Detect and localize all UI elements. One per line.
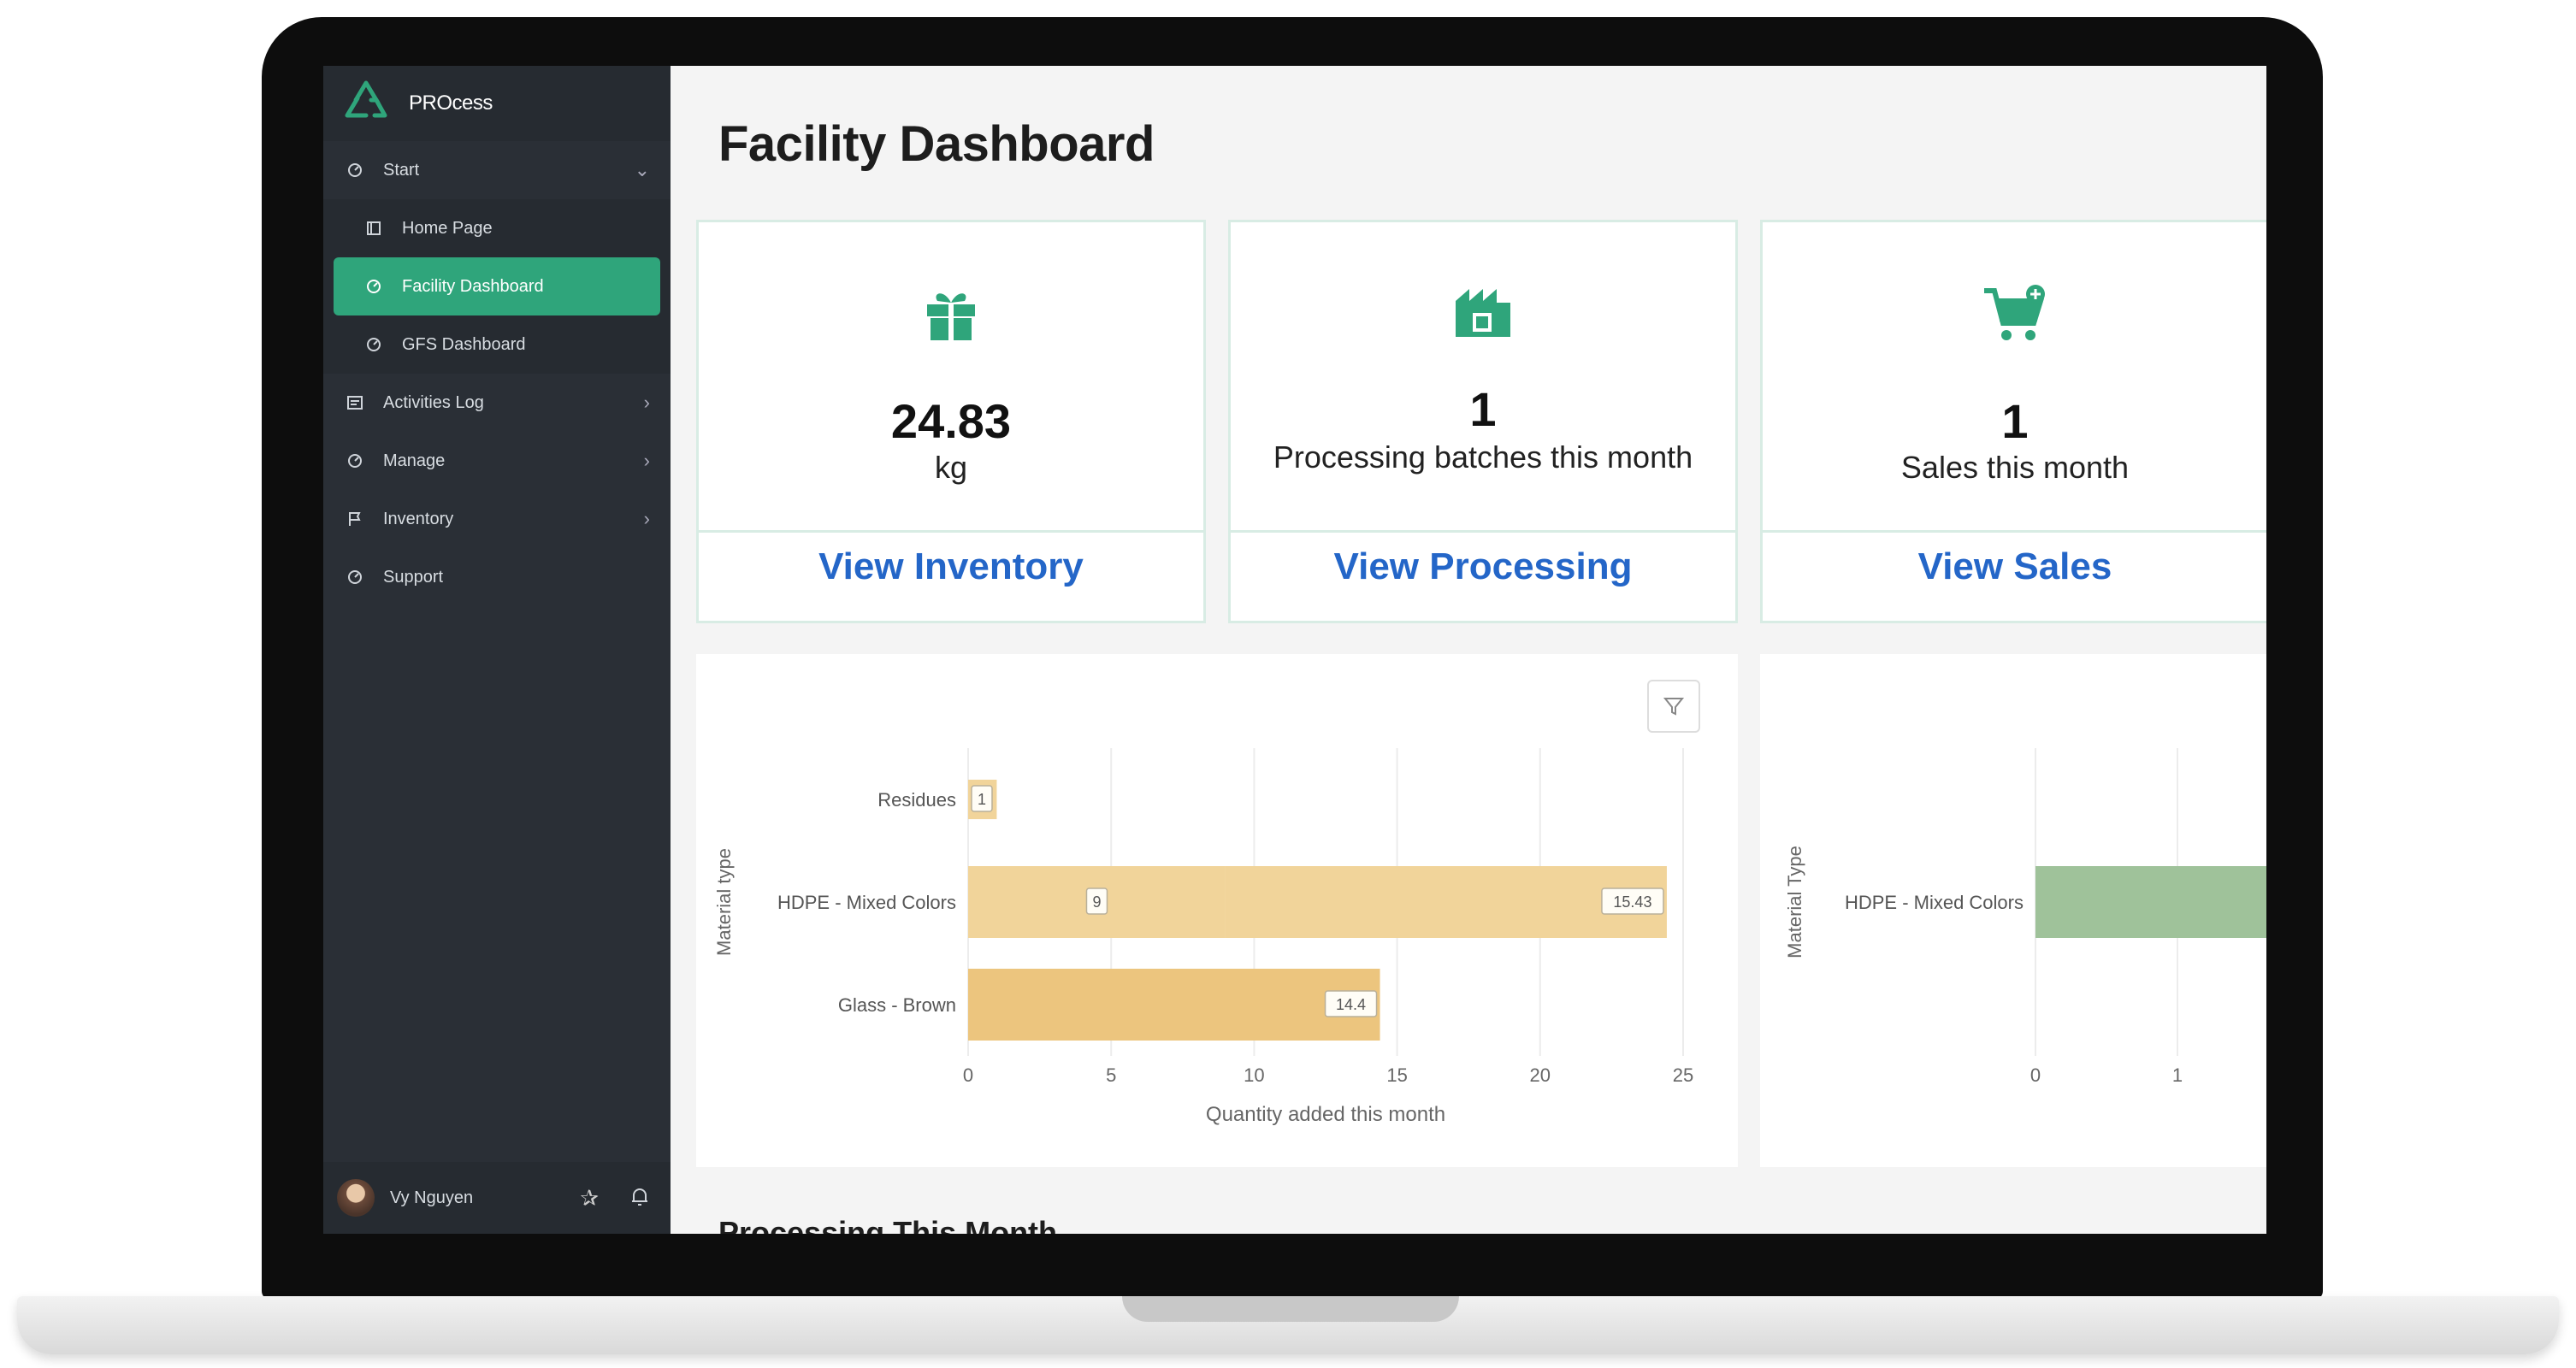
user-name[interactable]: Vy Nguyen <box>390 1188 474 1207</box>
y-tick-label: HDPE - Mixed Colors <box>777 892 956 913</box>
y-axis-label: Material Type <box>1784 846 1805 958</box>
flag-icon <box>346 510 364 528</box>
processing-subtitle: Processing batches this month <box>1273 439 1693 475</box>
card-divider <box>1763 530 2266 533</box>
page-title: Facility Dashboard <box>718 116 1155 172</box>
card-divider <box>699 530 1203 533</box>
main-content: Facility Dashboard 24.83 kg View Invento… <box>671 66 2266 1234</box>
sales-subtitle: Sales this month <box>1900 450 2130 485</box>
data-label: 14.4 <box>1336 996 1366 1013</box>
card-divider <box>1231 530 1735 533</box>
x-tick-label: 10 <box>1244 1064 1264 1086</box>
laptop-notch <box>1122 1296 1459 1322</box>
dashboard-icon <box>364 277 383 296</box>
x-tick-label: 20 <box>1530 1064 1551 1086</box>
view-inventory-link[interactable]: View Inventory <box>818 545 1084 587</box>
list-icon <box>346 393 364 412</box>
sidebar-item-inventory[interactable]: Inventory › <box>323 490 671 548</box>
avatar[interactable] <box>337 1179 375 1217</box>
sales-bar-chart: 0 1 Material Type HDPE - Mixed Colors <box>1784 748 2266 1086</box>
view-sales-link[interactable]: View Sales <box>1917 545 2112 587</box>
x-tick-label: 1 <box>2172 1064 2183 1086</box>
sales-card: 1 Sales this month View Sales <box>1760 220 2266 623</box>
sidebar-item-label: Start <box>383 160 420 180</box>
sidebar-item-label: Activities Log <box>383 392 484 412</box>
settings-icon <box>346 451 364 470</box>
inventory-unit: kg <box>934 450 968 485</box>
processing-card: 1 Processing batches this month View Pro… <box>1228 220 1738 623</box>
view-processing-link[interactable]: View Processing <box>1333 545 1633 587</box>
chevron-right-icon: › <box>643 450 650 471</box>
brand[interactable]: PROcess <box>323 66 671 141</box>
sidebar-item-label: Manage <box>383 451 446 470</box>
sidebar-item-label: Inventory <box>383 509 454 528</box>
sidebar-item-facility-dashboard[interactable]: Facility Dashboard <box>334 257 660 315</box>
x-tick-label: 0 <box>963 1064 973 1086</box>
x-axis-label: Quantity added this month <box>1206 1103 1445 1126</box>
filter-button[interactable] <box>1647 680 1700 733</box>
section-heading: Processing This Month <box>718 1215 1058 1234</box>
processing-value: 1 <box>1469 382 1497 436</box>
processing-icon <box>1231 277 1735 346</box>
page-icon <box>364 219 383 238</box>
sales-chart-card: 0 1 Material Type HDPE - Mixed Colors <box>1760 654 2266 1167</box>
dashboard-icon <box>346 161 364 180</box>
gift-icon <box>699 282 1203 348</box>
sidebar-item-home-page[interactable]: Home Page <box>323 199 671 257</box>
inventory-value: 24.83 <box>890 394 1012 448</box>
data-label: 9 <box>1092 893 1101 911</box>
sidebar: PROcess Start ⌄ Home Page Facility Dashb… <box>323 66 671 1234</box>
y-tick-label: Residues <box>877 789 956 811</box>
data-label-box <box>971 785 993 812</box>
support-icon <box>346 568 364 587</box>
filter-icon <box>1663 698 1685 716</box>
app-screen: PROcess Start ⌄ Home Page Facility Dashb… <box>323 66 2266 1234</box>
sidebar-item-label: Facility Dashboard <box>402 276 544 296</box>
app-name: PROcess <box>409 91 493 115</box>
sidebar-item-label: Support <box>383 567 444 587</box>
pin-icon[interactable]: ✰ <box>580 1184 599 1211</box>
chevron-right-icon: › <box>643 392 650 413</box>
recycle-logo-icon <box>345 80 387 118</box>
bar <box>1225 866 1667 938</box>
chevron-down-icon: ⌄ <box>634 159 650 180</box>
data-label-box <box>1085 887 1108 915</box>
cart-icon <box>1763 282 2266 351</box>
x-tick-label: 25 <box>1673 1064 1693 1086</box>
data-label-box <box>1601 887 1664 915</box>
bar <box>2035 866 2266 938</box>
x-tick-label: 5 <box>1106 1064 1116 1086</box>
user-panel: Vy Nguyen ✰ <box>323 1162 671 1234</box>
inventory-chart-card: 0 5 10 15 20 25 Quantity added this month Mater… <box>696 654 1738 1167</box>
data-label: 15.43 <box>1613 893 1651 911</box>
bar <box>968 969 1380 1041</box>
y-tick-label: HDPE - Mixed Colors <box>1845 892 2024 913</box>
sidebar-item-manage[interactable]: Manage › <box>323 432 671 490</box>
x-tick-label: 0 <box>2030 1064 2041 1086</box>
x-tick-label: 15 <box>1386 1064 1407 1086</box>
inventory-card: 24.83 kg View Inventory <box>696 220 1206 623</box>
sidebar-item-gfs-dashboard[interactable]: GFS Dashboard <box>323 315 671 374</box>
sidebar-item-label: GFS Dashboard <box>402 334 526 354</box>
sidebar-item-label: Home Page <box>402 218 493 238</box>
chevron-right-icon: › <box>643 508 650 529</box>
y-tick-label: Glass - Brown <box>838 994 956 1016</box>
data-label: 1 <box>978 791 986 808</box>
sidebar-start-group: Home Page Facility Dashboard GFS Dashboa… <box>323 199 671 374</box>
y-axis-label: Material type <box>713 848 735 956</box>
sidebar-item-activities-log[interactable]: Activities Log › <box>323 374 671 432</box>
bell-icon[interactable] <box>628 1184 652 1212</box>
sales-value: 1 <box>2001 394 2029 448</box>
sidebar-item-start[interactable]: Start ⌄ <box>323 141 671 199</box>
sidebar-item-support[interactable]: Support <box>323 548 671 606</box>
inventory-bar-chart: 0 5 10 15 20 25 Quantity added this month Mater… <box>713 748 1693 1126</box>
data-label-box <box>1324 990 1378 1017</box>
dashboard-icon <box>364 335 383 354</box>
